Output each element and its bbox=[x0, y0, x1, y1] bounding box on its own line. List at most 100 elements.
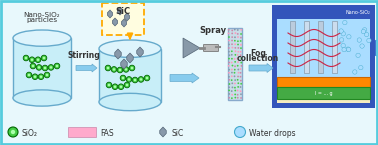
Circle shape bbox=[234, 29, 235, 30]
Circle shape bbox=[56, 65, 58, 67]
Circle shape bbox=[339, 38, 344, 42]
Circle shape bbox=[25, 57, 27, 59]
Circle shape bbox=[128, 78, 130, 81]
Ellipse shape bbox=[13, 30, 71, 46]
Circle shape bbox=[232, 86, 233, 88]
Polygon shape bbox=[121, 19, 127, 27]
Circle shape bbox=[234, 58, 235, 60]
FancyBboxPatch shape bbox=[304, 21, 309, 73]
Circle shape bbox=[120, 75, 126, 81]
Circle shape bbox=[240, 72, 242, 74]
Circle shape bbox=[240, 37, 242, 39]
Circle shape bbox=[32, 65, 34, 67]
Circle shape bbox=[237, 90, 239, 91]
Circle shape bbox=[342, 20, 347, 25]
FancyBboxPatch shape bbox=[290, 21, 295, 73]
Circle shape bbox=[50, 66, 52, 69]
Circle shape bbox=[235, 50, 236, 52]
Circle shape bbox=[234, 54, 236, 56]
Polygon shape bbox=[121, 59, 127, 69]
Circle shape bbox=[228, 47, 230, 49]
Circle shape bbox=[240, 54, 242, 56]
Circle shape bbox=[231, 36, 233, 38]
Circle shape bbox=[231, 97, 233, 99]
Text: Nano-SiO₂: Nano-SiO₂ bbox=[345, 10, 370, 15]
Circle shape bbox=[238, 72, 239, 74]
FancyBboxPatch shape bbox=[277, 19, 370, 77]
Circle shape bbox=[231, 32, 233, 34]
Circle shape bbox=[144, 75, 150, 81]
Circle shape bbox=[240, 62, 242, 64]
Circle shape bbox=[240, 97, 242, 99]
Circle shape bbox=[29, 57, 35, 62]
Circle shape bbox=[240, 65, 242, 67]
Circle shape bbox=[237, 36, 239, 38]
Circle shape bbox=[38, 74, 44, 79]
Text: SiC: SiC bbox=[172, 128, 184, 137]
FancyBboxPatch shape bbox=[102, 3, 144, 35]
Circle shape bbox=[228, 79, 230, 81]
Circle shape bbox=[357, 38, 361, 42]
Circle shape bbox=[237, 65, 239, 67]
Polygon shape bbox=[107, 10, 113, 18]
Circle shape bbox=[108, 84, 110, 86]
Circle shape bbox=[240, 68, 242, 70]
Circle shape bbox=[346, 47, 350, 51]
Text: Fog: Fog bbox=[250, 49, 266, 58]
Circle shape bbox=[54, 63, 60, 69]
Circle shape bbox=[126, 77, 132, 82]
Circle shape bbox=[129, 65, 135, 71]
Circle shape bbox=[240, 40, 242, 42]
Circle shape bbox=[237, 79, 239, 81]
Circle shape bbox=[46, 74, 48, 76]
FancyBboxPatch shape bbox=[13, 38, 71, 98]
Circle shape bbox=[32, 74, 38, 79]
Circle shape bbox=[240, 83, 242, 85]
Text: l = ... g: l = ... g bbox=[315, 90, 332, 96]
Polygon shape bbox=[118, 7, 122, 15]
Circle shape bbox=[118, 84, 124, 89]
Circle shape bbox=[231, 50, 233, 52]
Circle shape bbox=[228, 89, 230, 91]
Circle shape bbox=[234, 126, 245, 137]
Circle shape bbox=[240, 93, 242, 95]
Circle shape bbox=[237, 29, 239, 31]
Circle shape bbox=[37, 58, 39, 61]
Circle shape bbox=[237, 61, 239, 63]
Text: Nano-SiO₂: Nano-SiO₂ bbox=[24, 12, 60, 18]
Circle shape bbox=[240, 47, 242, 49]
Circle shape bbox=[119, 69, 121, 71]
Circle shape bbox=[237, 76, 239, 77]
Circle shape bbox=[353, 70, 357, 74]
Circle shape bbox=[237, 51, 239, 53]
Circle shape bbox=[231, 47, 233, 48]
Circle shape bbox=[237, 40, 239, 42]
Text: Water drops: Water drops bbox=[249, 128, 296, 137]
Ellipse shape bbox=[99, 40, 161, 57]
Circle shape bbox=[48, 65, 54, 70]
Text: collection: collection bbox=[237, 54, 279, 63]
Circle shape bbox=[125, 68, 127, 71]
Circle shape bbox=[240, 86, 242, 88]
Circle shape bbox=[228, 51, 230, 52]
Circle shape bbox=[132, 77, 138, 83]
Polygon shape bbox=[115, 49, 121, 59]
Circle shape bbox=[347, 35, 351, 39]
Polygon shape bbox=[127, 53, 133, 63]
Text: SiC: SiC bbox=[115, 7, 130, 16]
Circle shape bbox=[131, 67, 133, 69]
Circle shape bbox=[11, 130, 15, 134]
Circle shape bbox=[231, 69, 233, 70]
FancyBboxPatch shape bbox=[277, 77, 370, 103]
Polygon shape bbox=[160, 127, 166, 137]
Circle shape bbox=[36, 65, 42, 70]
Circle shape bbox=[23, 55, 29, 61]
Circle shape bbox=[234, 94, 236, 95]
Circle shape bbox=[234, 97, 236, 98]
Circle shape bbox=[231, 43, 233, 45]
Circle shape bbox=[124, 82, 130, 88]
Circle shape bbox=[347, 47, 351, 52]
Circle shape bbox=[234, 79, 236, 81]
Polygon shape bbox=[112, 18, 118, 26]
Circle shape bbox=[231, 30, 233, 31]
